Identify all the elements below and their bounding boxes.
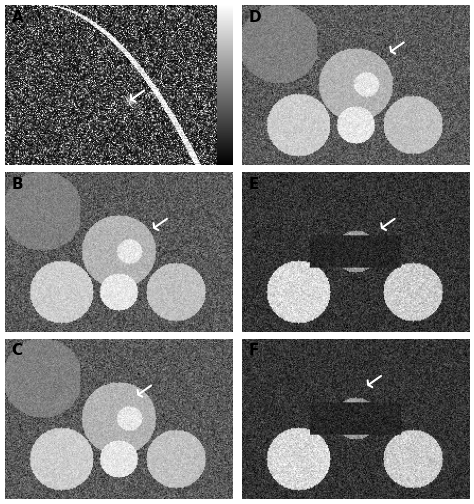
Text: D: D	[248, 10, 261, 25]
Text: F: F	[248, 343, 259, 358]
Text: B: B	[11, 176, 23, 192]
Text: A: A	[11, 10, 23, 25]
Text: C: C	[11, 343, 23, 358]
Text: E: E	[248, 176, 259, 192]
